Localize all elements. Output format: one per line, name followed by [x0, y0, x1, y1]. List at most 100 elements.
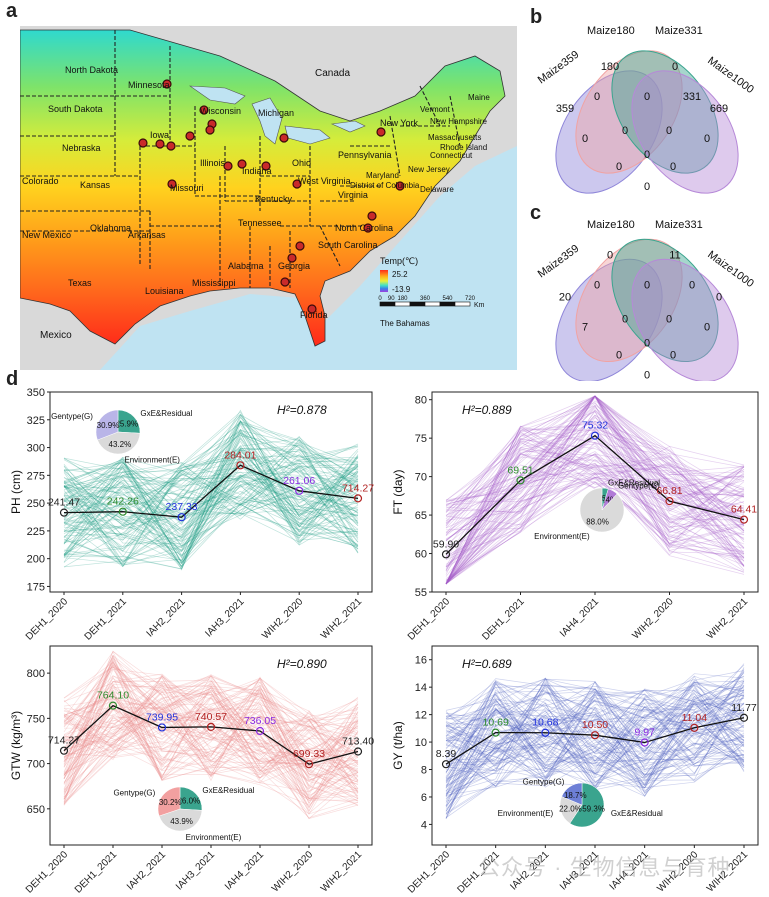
state-label: West Virginia	[298, 176, 351, 186]
state-label: Wisconsin	[200, 106, 241, 116]
individual-line	[63, 469, 359, 542]
individual-line	[445, 423, 745, 585]
heritability-label: H²=0.889	[462, 403, 512, 417]
trial-locations	[138, 79, 405, 314]
y-tick-label: 80	[415, 395, 427, 407]
state-label: Ohio	[292, 158, 311, 168]
venn-set-label: Maize180	[587, 25, 635, 37]
individual-line	[63, 664, 359, 782]
pie-name-label: GxE&Residual	[140, 409, 192, 418]
individual-line	[63, 456, 359, 562]
individual-line	[63, 675, 359, 802]
mean-value-label: 66.81	[656, 485, 682, 497]
venn-set-ellipse	[631, 70, 739, 194]
individual-line	[445, 680, 745, 774]
venn-count: 359	[556, 103, 574, 115]
y-axis-label: GTW (kg/m³)	[9, 711, 23, 780]
individual-line	[63, 443, 359, 552]
x-tick-label: WIH2_2021	[319, 849, 364, 894]
individual-line	[63, 675, 359, 778]
individual-line	[445, 724, 745, 793]
y-tick-label: 60	[415, 549, 427, 561]
individual-line	[63, 474, 359, 561]
venn-set-ellipse	[631, 258, 739, 381]
individual-line	[63, 440, 359, 539]
scale-bar-tick-label: 180	[397, 296, 408, 302]
state-label: Kansas	[80, 180, 111, 190]
individual-line	[445, 664, 745, 774]
trial-location-dot	[185, 131, 195, 141]
x-tick-label: IAH3_2021	[203, 596, 246, 639]
individual-line	[445, 448, 745, 585]
individual-line	[63, 659, 359, 781]
individual-line	[63, 683, 359, 790]
individual-line	[445, 675, 745, 815]
individual-line	[63, 675, 359, 803]
individual-line	[63, 691, 359, 799]
individual-line	[445, 689, 745, 819]
y-tick-label: 225	[27, 526, 45, 538]
venn-count: 0	[622, 125, 628, 137]
x-tick-label: DEH1_2021	[73, 849, 120, 896]
individual-line	[63, 706, 359, 796]
individual-line	[445, 682, 745, 812]
individual-line	[445, 679, 745, 802]
individual-line	[445, 462, 745, 584]
state-label: Pennsylvania	[338, 150, 392, 160]
mean-value-label: 740.57	[195, 711, 227, 723]
individual-line	[445, 707, 745, 786]
pie-name-label: GxE&Residual	[611, 809, 663, 818]
individual-line	[63, 462, 359, 545]
individual-line	[63, 436, 359, 567]
individual-line	[445, 422, 745, 584]
individual-line	[445, 680, 745, 760]
individual-line	[445, 680, 745, 770]
individual-line	[445, 395, 745, 551]
mean-point	[206, 722, 216, 731]
individual-line	[63, 429, 359, 511]
individual-line	[445, 681, 745, 789]
scale-bar-unit: Km	[474, 302, 485, 309]
individual-line	[445, 691, 745, 779]
pie-percent-label: 18.7%	[564, 791, 587, 800]
individual-line	[445, 415, 745, 585]
mean-value-label: 699.33	[293, 748, 325, 760]
trial-location-dot	[223, 161, 233, 171]
pie-slice	[158, 808, 203, 832]
individual-line	[63, 684, 359, 793]
individual-line	[63, 466, 359, 557]
individual-line	[63, 664, 359, 794]
individual-line	[63, 680, 359, 762]
individual-line	[63, 504, 359, 543]
individual-line	[63, 436, 359, 562]
individual-line	[445, 395, 745, 557]
venn-set-label: Maize180	[587, 219, 635, 231]
state-label: Michigan	[258, 108, 294, 118]
individual-line	[63, 691, 359, 799]
legend-max: 25.2	[392, 270, 408, 279]
individual-line	[63, 689, 359, 782]
individual-line	[63, 465, 359, 536]
individual-line	[445, 675, 745, 772]
venn-count: 180	[601, 61, 619, 73]
individual-line	[63, 430, 359, 539]
individual-line	[445, 430, 745, 585]
country-label: Mexico	[40, 330, 72, 341]
individual-line	[63, 416, 359, 545]
individual-line	[445, 423, 745, 585]
individual-line	[445, 709, 745, 815]
individual-line	[445, 700, 745, 788]
individual-line	[445, 402, 745, 585]
individual-line	[445, 703, 745, 781]
state-label: Iowa	[150, 130, 169, 140]
individual-line	[63, 466, 359, 548]
individual-line	[445, 395, 745, 585]
mean-point	[118, 507, 127, 516]
trial-location-dot	[287, 253, 297, 263]
individual-line	[445, 453, 745, 552]
legend-min: -13.9	[392, 285, 411, 294]
individual-line	[445, 477, 745, 585]
individual-line	[63, 716, 359, 802]
individual-line	[63, 710, 359, 806]
individual-line	[445, 676, 745, 764]
